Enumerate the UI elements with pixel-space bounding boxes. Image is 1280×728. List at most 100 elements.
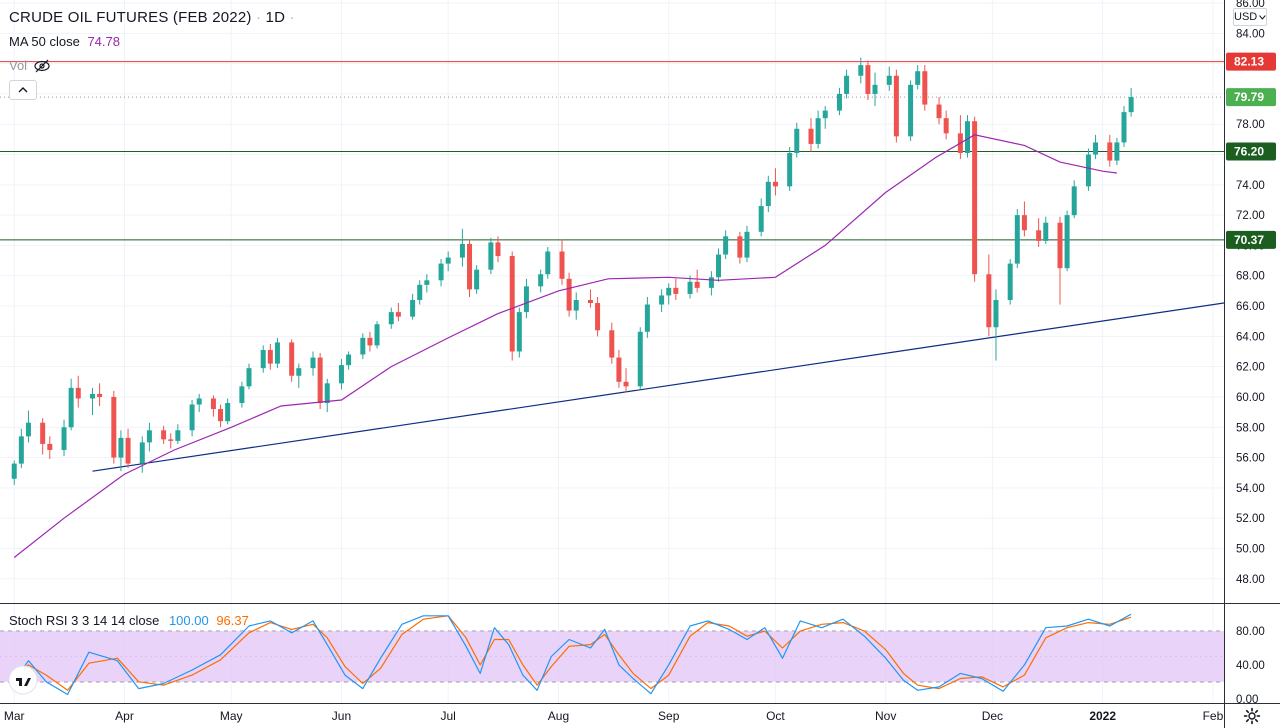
candle-body (723, 236, 729, 255)
candle (310, 351, 316, 376)
time-tick-label: Sep (658, 709, 680, 723)
last-price-label-bg (1226, 88, 1276, 107)
candle-body (474, 269, 480, 290)
candle-body (438, 263, 444, 281)
candle-body (637, 331, 643, 387)
candle-body (68, 387, 74, 428)
symbol-title: CRUDE OIL FUTURES (FEB 2022) (9, 9, 252, 26)
candle (815, 110, 821, 149)
candle-body (225, 403, 231, 422)
candle-body (765, 181, 771, 207)
candle-body (772, 181, 778, 187)
candle (1064, 210, 1070, 272)
ma50-layer (13, 134, 1117, 558)
candle-body (609, 330, 615, 358)
candle (666, 283, 672, 305)
candle (459, 228, 465, 267)
candle-body (737, 236, 743, 258)
candle-body (545, 251, 551, 275)
stoch-legend[interactable]: Stoch RSI 3 3 14 14 close 100.00 96.37 (9, 613, 249, 628)
candle-body (61, 427, 67, 450)
candle (787, 146, 793, 191)
price-tick-label: 68.00 (1236, 271, 1265, 283)
candle-body (267, 349, 273, 364)
candle (716, 248, 722, 282)
horizontal-lines[interactable] (0, 61, 1280, 472)
candle (516, 307, 522, 358)
candle (1128, 87, 1134, 117)
candle (794, 122, 800, 158)
tradingview-logo-icon[interactable] (8, 665, 38, 695)
candle (523, 278, 529, 319)
symbol-legend[interactable]: CRUDE OIL FUTURES (FEB 2022) · 1D · (9, 9, 295, 26)
candle (1085, 148, 1091, 191)
candle-body (595, 303, 601, 331)
candle (75, 375, 81, 408)
candle-body (289, 342, 295, 376)
candle-body (538, 274, 544, 287)
candle (538, 269, 544, 293)
candle-body (673, 287, 679, 294)
candle-body (317, 357, 323, 404)
stoch-d-line (13, 615, 1132, 691)
legend-separator: · (255, 9, 262, 26)
ma-legend[interactable]: MA 50 close 74.78 (9, 34, 120, 49)
settings-gear-icon[interactable] (1242, 706, 1262, 726)
candle-body (459, 243, 465, 258)
time-axis[interactable]: MarAprMayJunJulAugSepOctNovDec2022FebMar (4, 709, 1280, 723)
eye-hidden-icon[interactable] (33, 59, 51, 73)
candle (68, 378, 74, 431)
last-price-label: 79.79 (1234, 90, 1264, 104)
stoch-tick-label: 0.00 (1236, 694, 1258, 706)
candle (189, 399, 195, 437)
currency-selector[interactable]: USD (1233, 8, 1267, 26)
candle-body (794, 128, 800, 154)
candle (673, 278, 679, 300)
candle-body (986, 274, 992, 328)
candle-body (708, 277, 714, 288)
candle-body (623, 381, 629, 387)
candle (495, 236, 501, 263)
candle (545, 246, 551, 279)
candle-body (865, 65, 871, 94)
candle-body (908, 84, 914, 137)
price-tick-label: 62.00 (1236, 362, 1265, 374)
candle-body (516, 312, 522, 352)
candle-body (1107, 142, 1113, 161)
candle (125, 428, 131, 469)
candle-body (936, 104, 942, 119)
candle (1121, 106, 1127, 147)
candle-body (175, 430, 181, 441)
candle (218, 404, 224, 428)
candle-body (488, 242, 494, 270)
candle (289, 339, 295, 382)
candle (40, 418, 46, 455)
support-price-label-bg (1226, 142, 1276, 161)
collapse-legend-button[interactable] (9, 80, 37, 100)
candle (587, 289, 593, 308)
candle (18, 428, 24, 469)
support-price-label: 76.20 (1234, 145, 1264, 159)
candle-body (11, 463, 17, 479)
price-tick-label: 48.00 (1236, 574, 1265, 586)
candle-body (922, 71, 928, 105)
candle (566, 272, 572, 317)
vol-legend[interactable]: Vol (9, 58, 51, 73)
candle (317, 353, 323, 410)
support-price-label-bg (1226, 230, 1276, 249)
time-tick-label: May (220, 709, 243, 723)
time-tick-label: Feb (1203, 709, 1224, 723)
candle (772, 168, 778, 196)
price-tick-label: 64.00 (1236, 331, 1265, 343)
candle (1114, 137, 1120, 166)
candle (616, 349, 622, 388)
candle (858, 57, 864, 84)
candle (637, 327, 643, 390)
candle-body (210, 398, 216, 410)
candle-body (844, 75, 850, 94)
candle-body (417, 284, 423, 300)
price-tick-label: 66.00 (1236, 301, 1265, 313)
time-tick-label: Dec (982, 709, 1003, 723)
ma50-line (13, 134, 1117, 558)
